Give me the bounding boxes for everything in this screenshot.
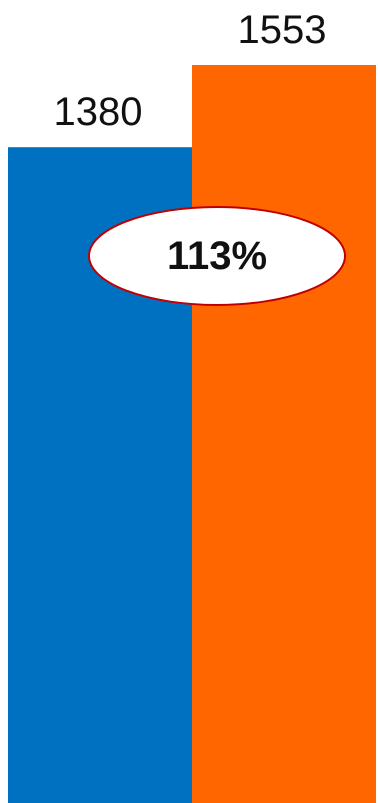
ratio-ellipse (88, 206, 346, 306)
ratio-label: 113% (167, 234, 267, 278)
ratio-annotation: 113% (88, 206, 346, 306)
bars-layer (8, 65, 376, 803)
bar-1-value-label: 1380 (54, 90, 143, 134)
bar-2-value-label: 1553 (238, 8, 327, 52)
data-labels-layer: 1380 1553 (54, 8, 327, 134)
bar-2 (192, 65, 376, 803)
